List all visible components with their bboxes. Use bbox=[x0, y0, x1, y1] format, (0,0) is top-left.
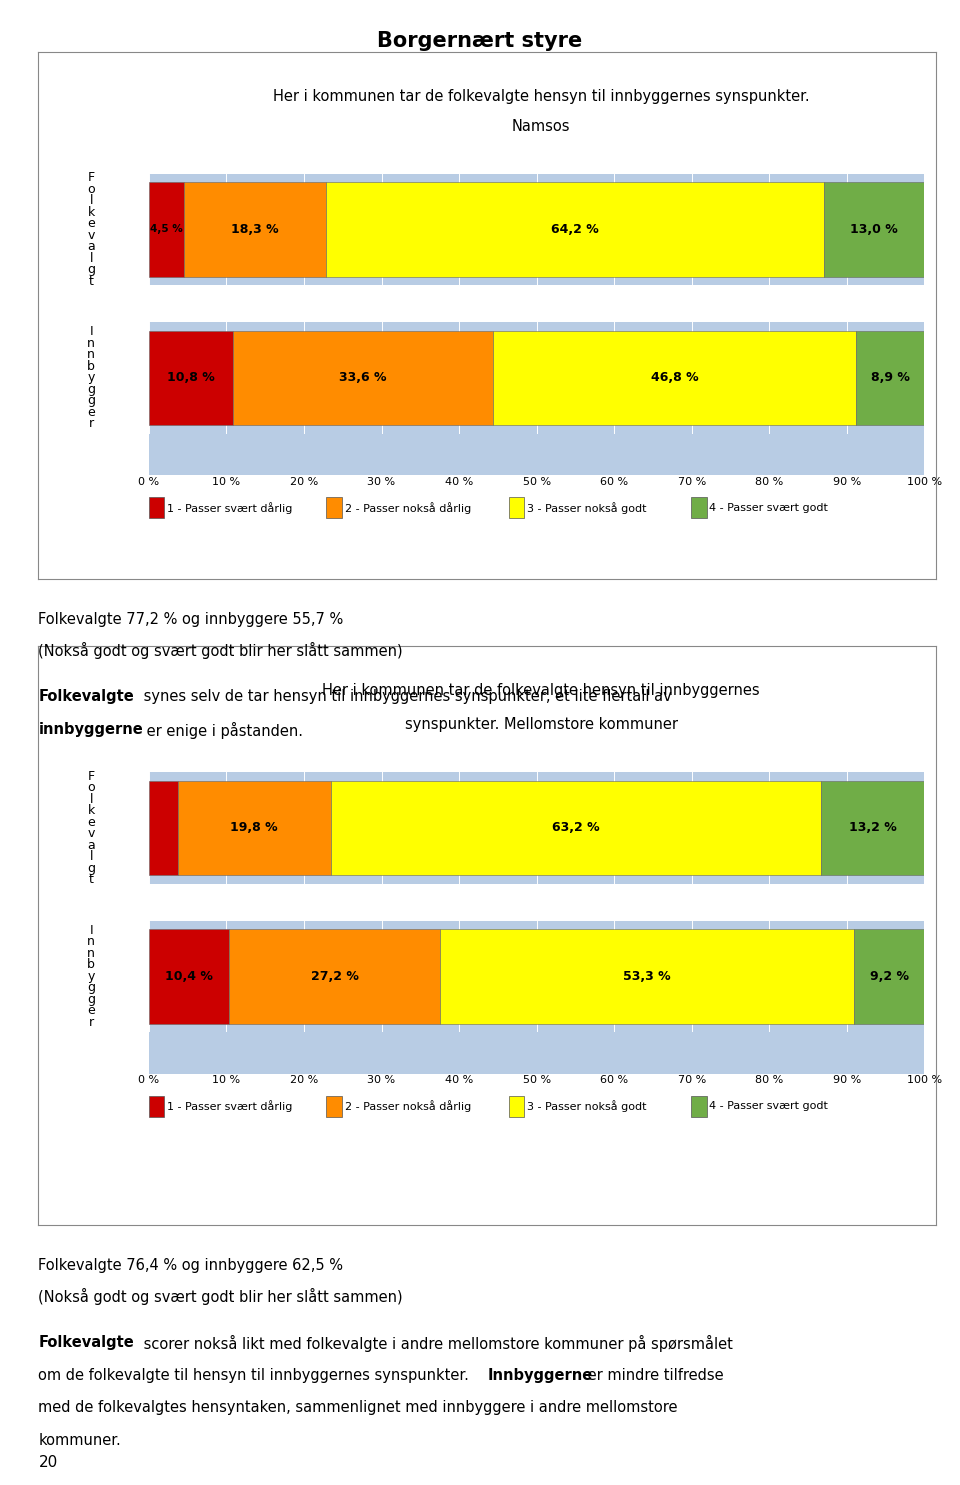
Text: Innbyggerne: Innbyggerne bbox=[488, 1368, 593, 1383]
Text: 3 - Passer nokså godt: 3 - Passer nokså godt bbox=[527, 1100, 646, 1112]
Bar bbox=[149, 781, 178, 875]
Text: 4 - Passer svært godt: 4 - Passer svært godt bbox=[709, 1102, 828, 1111]
Bar bbox=[149, 331, 232, 425]
Text: Folkevalgte 76,4 % og innbyggere 62,5 %: Folkevalgte 76,4 % og innbyggere 62,5 % bbox=[38, 1258, 344, 1273]
Text: 63,2 %: 63,2 % bbox=[552, 821, 600, 835]
Text: 10,4 %: 10,4 % bbox=[165, 970, 213, 983]
Text: Folkevalgte 77,2 % og innbyggere 55,7 %: Folkevalgte 77,2 % og innbyggere 55,7 % bbox=[38, 612, 344, 627]
Text: 9,2 %: 9,2 % bbox=[870, 970, 909, 983]
Text: synes selv de tar hensyn til innbyggernes synspunkter, et lite flertall av: synes selv de tar hensyn til innbyggerne… bbox=[139, 689, 672, 704]
Text: Namsos: Namsos bbox=[512, 119, 570, 134]
Text: 27,2 %: 27,2 % bbox=[311, 970, 359, 983]
Text: 19,8 %: 19,8 % bbox=[230, 821, 278, 835]
Text: synspunkter. Mellomstore kommuner: synspunkter. Mellomstore kommuner bbox=[404, 717, 678, 732]
Text: Her i kommunen tar de folkevalgte hensyn til innbyggernes: Her i kommunen tar de folkevalgte hensyn… bbox=[323, 683, 760, 698]
Text: Her i kommunen tar de folkevalgte hensyn til innbyggernes synspunkter.: Her i kommunen tar de folkevalgte hensyn… bbox=[273, 89, 809, 104]
Text: 4,5 %: 4,5 % bbox=[150, 224, 182, 235]
Text: (Nokså godt og svært godt blir her slått sammen): (Nokså godt og svært godt blir her slått… bbox=[38, 1287, 403, 1304]
Text: Folkevalgte: Folkevalgte bbox=[38, 689, 134, 704]
Text: 8,9 %: 8,9 % bbox=[872, 371, 910, 385]
Bar bbox=[822, 781, 924, 875]
Text: 2 - Passer nokså dårlig: 2 - Passer nokså dårlig bbox=[345, 1100, 471, 1112]
Text: scorer nokså likt med folkevalgte i andre mellomstore kommuner på spørsmålet: scorer nokså likt med folkevalgte i andr… bbox=[139, 1335, 733, 1351]
Text: 64,2 %: 64,2 % bbox=[551, 223, 598, 236]
Text: I
n
n
b
y
g
g
e
r: I n n b y g g e r bbox=[87, 924, 95, 1029]
Text: I
n
n
b
y
g
g
e
r: I n n b y g g e r bbox=[87, 325, 95, 431]
Text: 53,3 %: 53,3 % bbox=[623, 970, 671, 983]
Text: 33,6 %: 33,6 % bbox=[339, 371, 387, 385]
Text: 20: 20 bbox=[38, 1455, 58, 1470]
Text: 13,2 %: 13,2 % bbox=[849, 821, 897, 835]
Text: F
o
l
k
e
v
a
l
g
t: F o l k e v a l g t bbox=[87, 171, 95, 288]
Bar bbox=[232, 331, 493, 425]
Text: 13,0 %: 13,0 % bbox=[851, 223, 898, 236]
Bar bbox=[441, 930, 853, 1023]
Text: om de folkevalgte til hensyn til innbyggernes synspunkter.: om de folkevalgte til hensyn til innbygg… bbox=[38, 1368, 474, 1383]
Text: 3 - Passer nokså godt: 3 - Passer nokså godt bbox=[527, 502, 646, 514]
Bar bbox=[149, 930, 229, 1023]
Text: Borgernært styre: Borgernært styre bbox=[377, 31, 583, 50]
Bar bbox=[331, 781, 822, 875]
Bar bbox=[856, 331, 925, 425]
Bar bbox=[178, 781, 331, 875]
Text: 1 - Passer svært dårlig: 1 - Passer svært dårlig bbox=[167, 502, 293, 514]
Text: med de folkevalgtes hensyntaken, sammenlignet med innbyggere i andre mellomstore: med de folkevalgtes hensyntaken, sammenl… bbox=[38, 1400, 678, 1415]
Text: kommuner.: kommuner. bbox=[38, 1433, 121, 1448]
Text: (Nokså godt og svært godt blir her slått sammen): (Nokså godt og svært godt blir her slått… bbox=[38, 642, 403, 658]
Bar bbox=[183, 183, 325, 276]
Bar bbox=[229, 930, 441, 1023]
Bar bbox=[853, 930, 925, 1023]
Text: 2 - Passer nokså dårlig: 2 - Passer nokså dårlig bbox=[345, 502, 471, 514]
Text: 1 - Passer svært dårlig: 1 - Passer svært dårlig bbox=[167, 1100, 293, 1112]
Bar bbox=[325, 183, 824, 276]
Text: 10,8 %: 10,8 % bbox=[167, 371, 215, 385]
Text: 4 - Passer svært godt: 4 - Passer svært godt bbox=[709, 503, 828, 512]
Bar bbox=[149, 183, 183, 276]
Text: innbyggerne: innbyggerne bbox=[38, 722, 143, 737]
Text: er mindre tilfredse: er mindre tilfredse bbox=[583, 1368, 723, 1383]
Text: 18,3 %: 18,3 % bbox=[230, 223, 278, 236]
Text: F
o
l
k
e
v
a
l
g
t: F o l k e v a l g t bbox=[87, 769, 95, 887]
Text: er enige i påstanden.: er enige i påstanden. bbox=[142, 722, 303, 738]
Bar bbox=[493, 331, 856, 425]
Text: 46,8 %: 46,8 % bbox=[651, 371, 699, 385]
Bar bbox=[824, 183, 924, 276]
Text: Folkevalgte: Folkevalgte bbox=[38, 1335, 134, 1350]
